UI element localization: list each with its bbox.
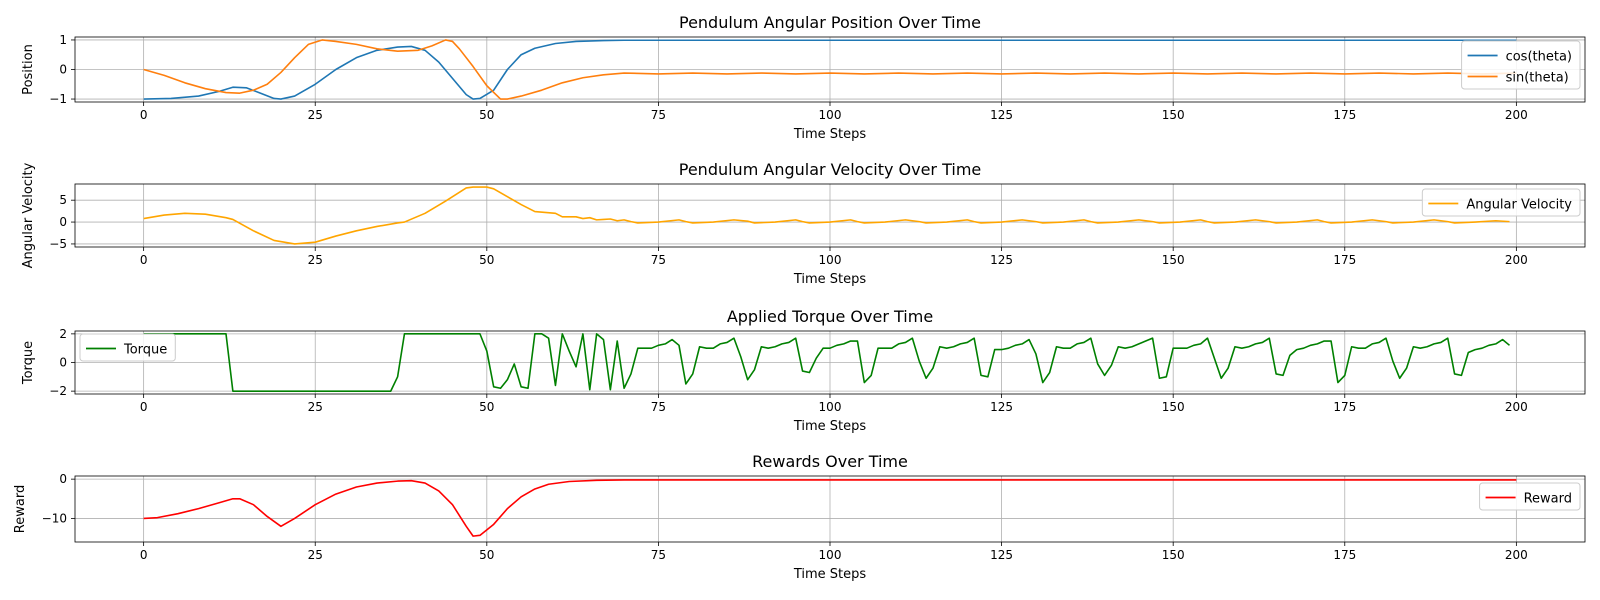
series-line-sin-theta: [143, 39, 1517, 100]
y-tick-label: 0: [59, 215, 67, 229]
x-tick-label: 50: [479, 548, 494, 562]
x-tick-label: 100: [819, 253, 842, 267]
legend-box: [1421, 188, 1581, 217]
chart-title: Applied Torque Over Time: [727, 307, 933, 326]
x-tick-label: 0: [140, 253, 148, 267]
y-tick-label: −10: [42, 511, 67, 525]
y-tick-label: 5: [59, 193, 67, 207]
subplot-4: 0 25 50 75 100 125 150 175 200 −10 0 Rewards Over T…: [13, 452, 1586, 582]
x-axis-label: Time Steps: [793, 419, 867, 434]
x-tick-label: 0: [140, 548, 148, 562]
x-tick-label: 125: [990, 548, 1013, 562]
subplot-1: 0 25 50 75 100 125 150 175 200 −1 0 1 Pendulum Angul…: [21, 13, 1586, 142]
x-tick-label: 175: [1333, 548, 1356, 562]
x-tick-label: 25: [308, 548, 323, 562]
x-tick-label: 50: [479, 253, 494, 267]
chart-title: Pendulum Angular Velocity Over Time: [679, 160, 982, 179]
x-tick-label: 200: [1505, 400, 1528, 414]
series-line-torque: [143, 333, 1511, 392]
x-tick-label: 175: [1333, 253, 1356, 267]
y-tick-label: 0: [59, 356, 67, 370]
x-tick-label: 50: [479, 108, 494, 122]
x-axis-label: Time Steps: [793, 127, 867, 142]
y-tick-label: 1: [59, 33, 67, 47]
y-axis-label: Reward: [13, 485, 28, 533]
x-tick-label: 100: [819, 548, 842, 562]
x-tick-label: 200: [1505, 548, 1528, 562]
legend: Angular Velocity: [1421, 188, 1581, 217]
legend-label: cos(theta): [1506, 50, 1572, 65]
y-tick-label: 0: [59, 63, 67, 77]
x-tick-label: 25: [308, 253, 323, 267]
y-tick-label: 2: [59, 327, 67, 341]
x-axis-label: Time Steps: [793, 272, 867, 287]
x-tick-label: 75: [651, 400, 666, 414]
subplot-2: 0 25 50 75 100 125 150 175 200 −5 0 5 Pendulum Angul…: [21, 160, 1586, 287]
x-tick-label: 75: [651, 253, 666, 267]
chart-title: Pendulum Angular Position Over Time: [679, 13, 981, 32]
legend: Reward: [1479, 482, 1581, 511]
x-tick-label: 0: [140, 108, 148, 122]
legend-label: sin(theta): [1506, 71, 1569, 86]
x-tick-label: 150: [1162, 108, 1185, 122]
x-tick-label: 125: [990, 108, 1013, 122]
series-line-cos-theta: [143, 39, 1517, 100]
x-tick-label: 75: [651, 108, 666, 122]
y-tick-label: 0: [59, 472, 67, 486]
x-tick-label: 150: [1162, 400, 1185, 414]
legend: cos(theta) sin(theta): [1461, 40, 1581, 90]
series-line-reward: [143, 479, 1517, 537]
x-tick-label: 200: [1505, 108, 1528, 122]
legend-label: Torque: [123, 343, 167, 358]
legend-box: [1479, 482, 1581, 511]
x-axis-label: Time Steps: [793, 567, 867, 582]
y-axis-label: Position: [21, 44, 36, 95]
x-tick-label: 25: [308, 108, 323, 122]
x-tick-label: 150: [1162, 548, 1185, 562]
y-axis-label: Angular Velocity: [21, 162, 36, 268]
x-tick-label: 150: [1162, 253, 1185, 267]
y-tick-label: −2: [49, 384, 67, 398]
x-tick-label: 100: [819, 108, 842, 122]
y-tick-label: −1: [49, 92, 67, 106]
x-tick-label: 175: [1333, 400, 1356, 414]
x-tick-label: 100: [819, 400, 842, 414]
y-axis-label: Torque: [21, 341, 36, 385]
legend-box: [79, 333, 176, 362]
x-tick-label: 125: [990, 400, 1013, 414]
x-tick-label: 200: [1505, 253, 1528, 267]
x-tick-label: 50: [479, 400, 494, 414]
chart-title: Rewards Over Time: [752, 452, 908, 471]
legend: Torque: [79, 333, 176, 362]
x-tick-label: 75: [651, 548, 666, 562]
x-tick-label: 175: [1333, 108, 1356, 122]
subplot-3: 0 25 50 75 100 125 150 175 200 −2 0 2 Applied Torque…: [21, 307, 1586, 434]
y-tick-label: −5: [49, 237, 67, 251]
series-line-angular-velocity: [143, 186, 1510, 245]
x-tick-label: 125: [990, 253, 1013, 267]
legend-label: Angular Velocity: [1466, 198, 1572, 213]
x-tick-label: 25: [308, 400, 323, 414]
legend-label: Reward: [1524, 492, 1572, 507]
x-tick-label: 0: [140, 400, 148, 414]
